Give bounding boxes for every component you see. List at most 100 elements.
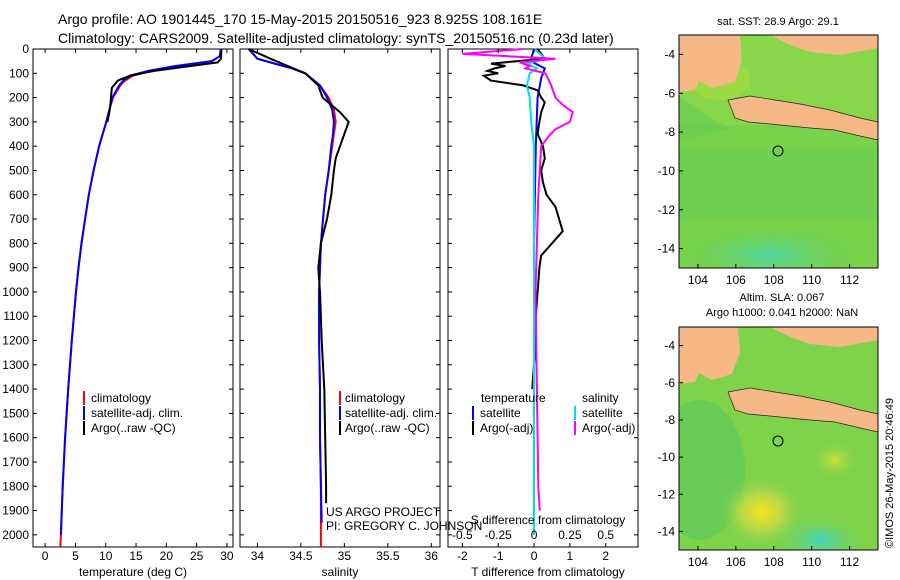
x-tick-label: 10	[99, 549, 113, 563]
sst-mid-band	[679, 150, 878, 220]
x-tick-label: -2	[457, 549, 468, 563]
pi-annotation: PI: GREGORY C. JOHNSON	[326, 519, 482, 533]
sla-map-field	[679, 327, 878, 550]
map-x-tick-label: 112	[840, 273, 859, 287]
sst-map-field	[679, 35, 878, 268]
sla-map-frame	[678, 326, 879, 551]
map-y-tick-label: -4	[664, 47, 675, 61]
series-line-satellite-adj-clim-	[247, 48, 335, 523]
x-tick-label: 0	[531, 549, 538, 563]
sst-map-y-ticks: -4 -6 -8 -10 -12 -14	[658, 47, 683, 256]
imos-timestamp: ©IMOS 26-May-2015 20:46:49	[884, 398, 896, 548]
map-y-tick-label: -8	[664, 413, 675, 427]
sst-map-x-ticks: 104 106 108 110 112	[688, 264, 859, 287]
sst-land-kalimantan-south	[770, 35, 878, 55]
figure-title-line1: Argo profile: AO 1901445_170 15-May-2015…	[58, 11, 543, 27]
map-y-tick-label: -4	[664, 339, 675, 353]
series-line-temperature-argo-adj-	[481, 48, 564, 390]
diff-legend-t-argo: Argo(-adj)	[480, 421, 533, 435]
s-tick-label: 0	[531, 528, 538, 542]
sla-map-title-1: Altim. SLA: 0.067	[740, 292, 825, 304]
y-tick-label: 900	[9, 261, 29, 275]
sal-legend-climatology-label: climatology	[345, 391, 405, 405]
salinity-lines	[247, 48, 350, 547]
sla-east-high	[813, 442, 857, 478]
map-x-tick-label: 108	[764, 555, 784, 569]
temperature-x-label: temperature (deg C)	[79, 565, 187, 579]
x-tick-label: 5	[72, 549, 79, 563]
sla-land-sumatra	[679, 350, 700, 384]
sla-profile-marker	[772, 435, 784, 447]
salinity-panel: 34 34.5 35 35.5 36 salinity climatology sate…	[239, 48, 482, 579]
legend-title-temperature: temperature	[481, 391, 546, 405]
map-x-tick-label: 106	[726, 555, 746, 569]
x-tick-label: 34	[251, 549, 265, 563]
y-tick-label: 1400	[2, 382, 29, 396]
legend-argo-label: Argo(..raw -QC)	[91, 421, 176, 435]
sst-land-sumatra	[679, 58, 700, 92]
salinity-legend: climatology satellite-adj. clim. Argo(..…	[339, 391, 437, 435]
map-y-tick-label: -10	[658, 450, 676, 464]
x-tick-label: 30	[220, 549, 234, 563]
y-tick-label: 1600	[2, 431, 29, 445]
diff-legend-s-satellite: satellite	[582, 406, 623, 420]
sal-legend-argo-label: Argo(..raw -QC)	[345, 421, 430, 435]
sla-map-x-ticks: 104 106 108 110 112	[688, 546, 859, 569]
sla-map: Altim. SLA: 0.067 Argo h1000: 0.041 h200…	[658, 292, 879, 569]
sst-profile-marker	[772, 145, 784, 157]
y-tick-label: 200	[9, 91, 29, 105]
map-y-tick-label: -14	[658, 242, 676, 256]
series-line-argo-raw-qc-	[248, 48, 350, 504]
sst-map-frame	[678, 34, 879, 269]
y-tick-label: 700	[9, 212, 29, 226]
s-tick-label: 0.5	[597, 528, 614, 542]
y-tick-label: 1100	[3, 309, 29, 323]
series-line-climatology	[247, 48, 337, 547]
depth-y-ticks: 0 100 200 300 400 500 600 700 800 900 1000 1100 1200…	[2, 42, 233, 542]
salinity-depth-ticks	[240, 48, 440, 536]
sst-sunda-strait-water	[679, 96, 730, 140]
y-tick-label: 500	[9, 163, 29, 177]
map-y-tick-label: -6	[664, 376, 675, 390]
y-tick-label: 1500	[2, 406, 29, 420]
map-x-tick-label: 104	[688, 555, 708, 569]
map-x-tick-label: 110	[802, 273, 821, 287]
project-annotation: US ARGO PROJECT	[326, 505, 441, 519]
sst-southern-cool-patch	[680, 225, 860, 268]
sst-land-java	[727, 95, 878, 141]
salinity-x-ticks: 34 34.5 35 35.5 36	[251, 49, 439, 563]
diff-legend-t-satellite: satellite	[480, 406, 521, 420]
x-tick-label: 35	[338, 549, 352, 563]
x-tick-label: 36	[425, 549, 439, 563]
sla-map-y-ticks: -4 -6 -8 -10 -12 -14	[658, 339, 683, 538]
temperature-x-ticks: 0 5 10 15 20 25 30	[42, 49, 234, 563]
salinity-x-label: salinity	[322, 565, 359, 579]
difference-panel: -2 -1 0 1 2 -0.5 -0.25 0 0.25 0.5 S difference fr…	[447, 48, 639, 579]
difference-axes-frame	[447, 48, 639, 548]
sla-land-kalimantan-south	[770, 327, 878, 347]
y-tick-label: 600	[9, 188, 29, 202]
map-y-tick-label: -12	[658, 487, 676, 501]
temperature-axes-frame	[32, 48, 234, 548]
x-tick-label: 0	[42, 549, 49, 563]
map-x-tick-label: 112	[840, 555, 859, 569]
sst-map: sat. SST: 28.9 Argo: 29.1 104 106 108 110 11…	[658, 16, 879, 287]
y-tick-label: 0	[22, 42, 29, 56]
series-line-satellite-adj-clim-	[59, 48, 222, 535]
map-y-tick-label: -8	[664, 125, 675, 139]
map-y-tick-label: -10	[658, 164, 676, 178]
s-tick-label: 0.25	[558, 528, 582, 542]
series-line-argo-raw-qc-	[106, 48, 223, 123]
x-tick-label: -1	[493, 549, 504, 563]
sla-cyan-patch	[770, 515, 870, 550]
figure-title-line2: Climatology: CARS2009. Satellite-adjuste…	[58, 30, 614, 46]
sst-map-title: sat. SST: 28.9 Argo: 29.1	[717, 16, 839, 28]
salinity-axes-frame	[239, 48, 441, 548]
series-line-climatology	[59, 48, 222, 548]
x-tick-label: 20	[160, 549, 174, 563]
x-tick-label: 35.5	[376, 549, 400, 563]
y-tick-label: 1700	[2, 455, 29, 469]
map-x-tick-label: 110	[802, 555, 821, 569]
y-tick-label: 1000	[2, 285, 29, 299]
map-y-tick-label: -12	[658, 203, 676, 217]
